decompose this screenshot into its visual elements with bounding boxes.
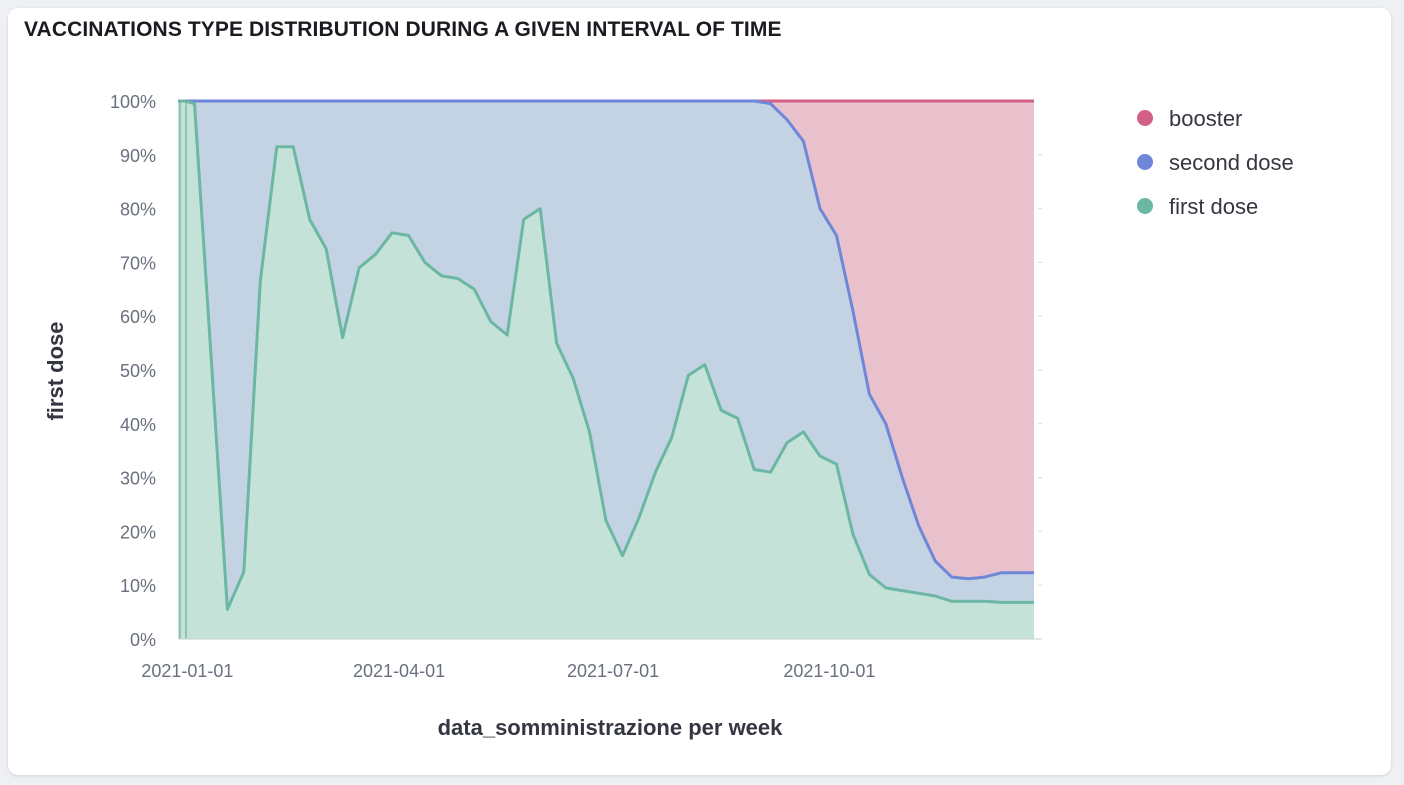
x-tick-label: 2021-07-01	[567, 661, 659, 681]
x-tick-label: 2021-01-01	[141, 661, 233, 681]
legend-label-booster: booster	[1169, 106, 1242, 131]
area-first-dose	[178, 101, 1034, 639]
y-tick-label: 90%	[120, 146, 156, 166]
legend-label-first-dose: first dose	[1169, 194, 1258, 219]
legend-label-second-dose: second dose	[1169, 150, 1294, 175]
y-tick-label: 20%	[120, 522, 156, 542]
line-first-dose	[178, 99, 1034, 611]
y-tick-label: 100%	[110, 92, 156, 112]
y-tick-label: 70%	[120, 253, 156, 273]
area-layer	[178, 99, 1034, 639]
y-tick-label: 40%	[120, 415, 156, 435]
y-tick-label: 10%	[120, 576, 156, 596]
area-booster	[178, 101, 1034, 579]
y-tick-label: 50%	[120, 361, 156, 381]
y-axis-title: first dose	[43, 321, 68, 420]
line-second-dose	[178, 99, 1034, 581]
legend: booster second dose first dose	[1137, 106, 1294, 219]
legend-swatch-first-dose	[1137, 198, 1153, 214]
legend-swatch-booster	[1137, 110, 1153, 126]
axis-layer: 0% 10% 20% 30% 40% 50% 60% 70% 80% 90% 100% 2021-01…	[110, 92, 1042, 681]
x-tick-label: 2021-10-01	[783, 661, 875, 681]
y-tick-label: 30%	[120, 469, 156, 489]
y-tick-label: 60%	[120, 307, 156, 327]
area-second-dose	[178, 101, 1034, 610]
x-axis-title: data_somministrazione per week	[438, 715, 784, 740]
x-tick-label: 2021-04-01	[353, 661, 445, 681]
legend-swatch-second-dose	[1137, 154, 1153, 170]
y-tick-label: 0%	[130, 630, 156, 650]
panel-title: VACCINATIONS TYPE DISTRIBUTION DURING A …	[24, 18, 782, 41]
y-tick-label: 80%	[120, 200, 156, 220]
